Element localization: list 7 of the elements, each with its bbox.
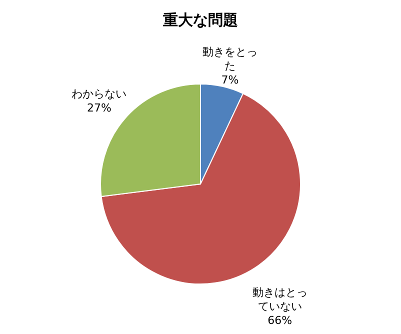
slice-label: 動きはとっていない xyxy=(252,286,308,314)
data-label: 27% xyxy=(87,102,112,115)
slice-label: わからない xyxy=(72,88,127,101)
slice-label: 動きをとった xyxy=(202,45,258,72)
data-label: 66% xyxy=(268,314,292,328)
data-label: 7% xyxy=(221,73,239,86)
chart-title: 重大な問題 xyxy=(162,11,238,29)
